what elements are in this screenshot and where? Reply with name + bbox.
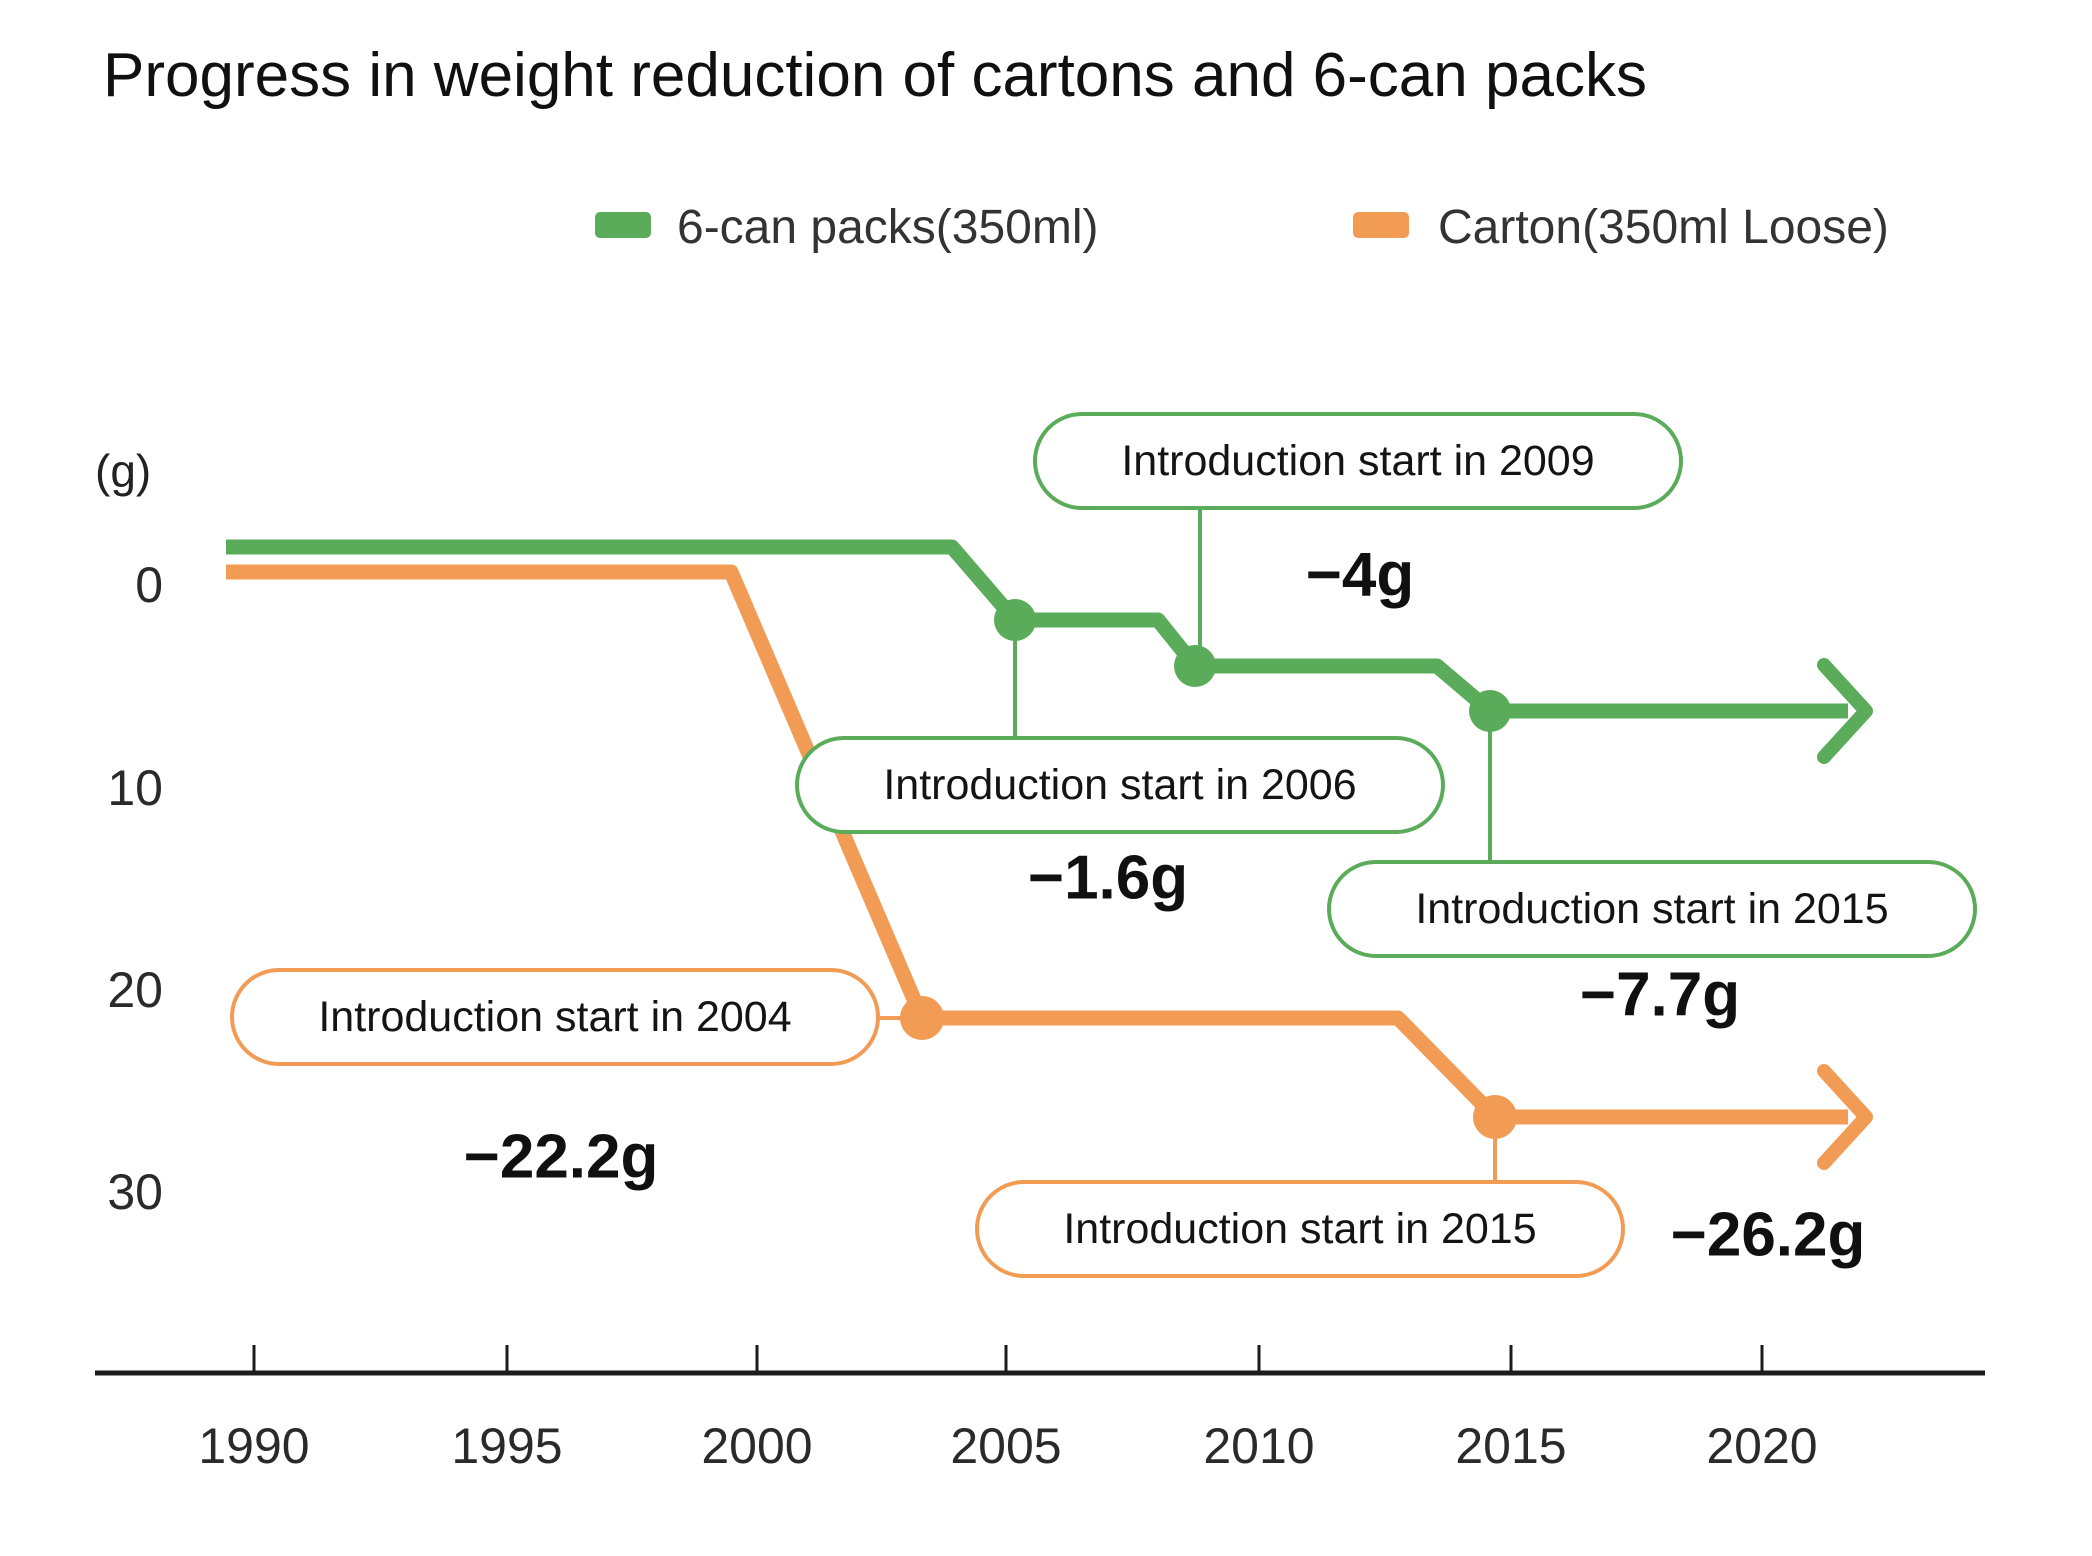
x-axis-tick-label: 2000 [701,1418,812,1474]
series-marker-0 [994,599,1036,641]
legend-swatch-6-can-packs [595,212,651,238]
chart-title: Progress in weight reduction of cartons … [103,41,1647,110]
x-axis-tick-label: 2010 [1203,1418,1314,1474]
y-axis-tick-label: 0 [135,557,163,613]
legend-label-carton: Carton(350ml Loose) [1438,201,1889,254]
value-label-minus-1-6g: −1.6g [1027,843,1189,913]
value-label-minus-26-2g: −26.2g [1670,1200,1866,1270]
x-axis-tick-label: 2020 [1706,1418,1817,1474]
y-axis-unit-label: (g) [95,445,152,497]
x-axis-tick-label: 1995 [451,1418,562,1474]
x-axis-tick-label: 1990 [198,1418,309,1474]
series-marker-1 [900,996,944,1040]
annotation-bubble-green-2015: Introduction start in 2015 [1327,860,1977,958]
series-line-1 [226,564,1848,1125]
legend-swatch-carton [1353,212,1409,238]
annotation-bubble-orange-2004: Introduction start in 2004 [230,968,880,1066]
series-marker-1 [1473,1095,1517,1139]
value-label-minus-7-7g: −7.7g [1579,960,1741,1030]
legend-label-6-can-packs: 6-can packs(350ml) [677,201,1099,254]
value-label-minus-22-2g: −22.2g [463,1122,659,1192]
annotation-bubble-orange-2015: Introduction start in 2015 [975,1180,1625,1278]
series-marker-0 [1469,690,1511,732]
x-axis-tick-label: 2015 [1455,1418,1566,1474]
x-axis-tick-label: 2005 [950,1418,1061,1474]
annotation-bubble-green-2006: Introduction start in 2006 [795,736,1445,834]
series-arrowhead-0 [1817,658,1873,764]
y-axis-tick-label: 30 [107,1164,163,1220]
y-axis-tick-label: 20 [107,962,163,1018]
y-axis-tick-label: 10 [107,760,163,816]
value-label-minus-4g: −4g [1305,540,1415,610]
series-marker-0 [1174,645,1216,687]
annotation-bubble-green-2009: Introduction start in 2009 [1033,412,1683,510]
series-arrowhead-1 [1817,1064,1873,1170]
